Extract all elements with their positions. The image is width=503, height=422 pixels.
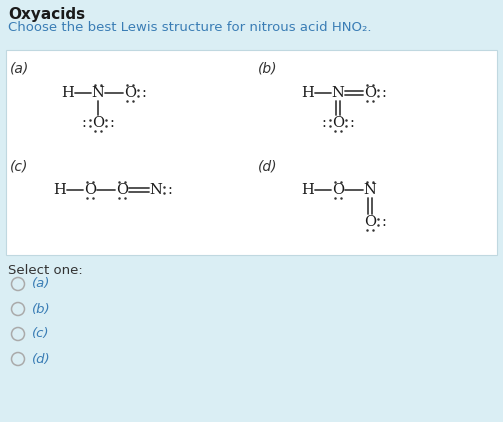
Text: O: O: [84, 183, 96, 197]
Text: :: :: [110, 116, 115, 130]
Text: O: O: [124, 86, 136, 100]
Text: :: :: [350, 116, 355, 130]
Text: O: O: [332, 116, 344, 130]
Text: O: O: [92, 116, 104, 130]
Text: O: O: [332, 183, 344, 197]
Text: (c): (c): [10, 160, 28, 174]
Text: O: O: [364, 86, 376, 100]
Text: H: H: [62, 86, 74, 100]
Text: N: N: [331, 86, 345, 100]
Text: N: N: [364, 183, 376, 197]
Text: :: :: [321, 116, 326, 130]
Text: :: :: [382, 86, 386, 100]
Text: O: O: [116, 183, 128, 197]
Text: H: H: [302, 86, 314, 100]
Text: H: H: [302, 183, 314, 197]
Text: N: N: [149, 183, 162, 197]
Text: (a): (a): [32, 278, 50, 290]
Text: Select one:: Select one:: [8, 264, 83, 277]
Text: H: H: [54, 183, 66, 197]
Text: (d): (d): [32, 352, 51, 365]
Text: (b): (b): [258, 62, 278, 76]
Text: (c): (c): [32, 327, 49, 341]
Text: Choose the best Lewis structure for nitrous acid HNO₂.: Choose the best Lewis structure for nitr…: [8, 21, 372, 34]
Text: N: N: [92, 86, 105, 100]
Text: :: :: [382, 215, 386, 229]
Text: Oxyacids: Oxyacids: [8, 7, 85, 22]
Text: :: :: [167, 183, 173, 197]
Bar: [6, 50, 497, 255]
Text: :: :: [81, 116, 87, 130]
Text: (a): (a): [10, 62, 29, 76]
Text: :: :: [141, 86, 146, 100]
Text: (d): (d): [258, 160, 278, 174]
Text: (b): (b): [32, 303, 51, 316]
Text: O: O: [364, 215, 376, 229]
